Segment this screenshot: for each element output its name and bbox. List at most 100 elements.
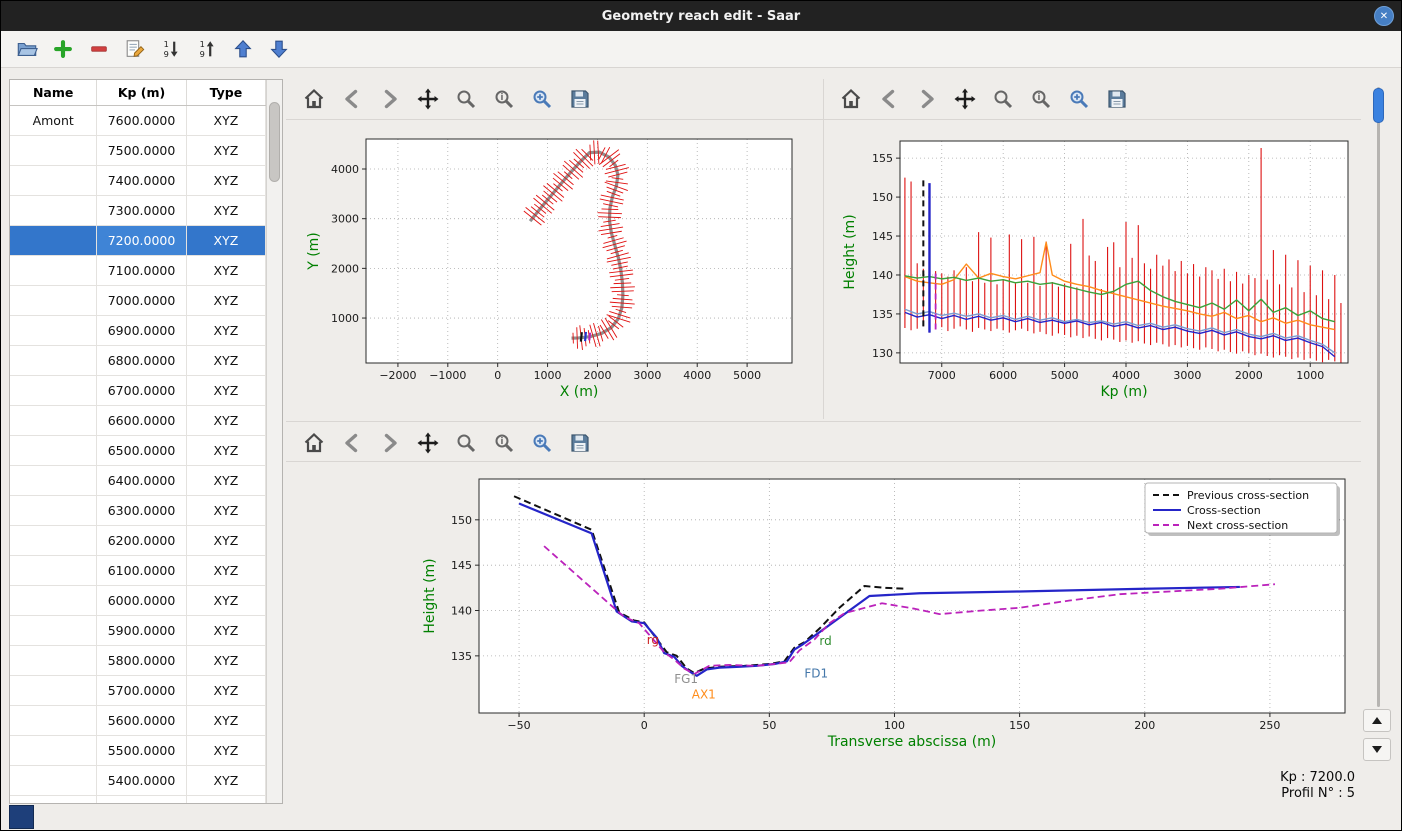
table-scrollbar-thumb[interactable] — [269, 102, 280, 182]
open-file-button[interactable] — [13, 36, 40, 63]
forward-icon — [921, 89, 934, 109]
zoom-plus-button[interactable] — [527, 84, 557, 114]
table-row[interactable]: 6300.0000 XYZ — [10, 496, 267, 526]
table-row[interactable]: 5600.0000 XYZ — [10, 706, 267, 736]
table-row[interactable]: 6400.0000 XYZ — [10, 466, 267, 496]
save-button[interactable] — [565, 84, 595, 114]
table-row[interactable]: 6000.0000 XYZ — [10, 586, 267, 616]
plan-view-canvas[interactable]: −2000 −1000 0 1000 2000 3000 4000 5000 1000 2000 3… — [286, 121, 822, 419]
move-down-button[interactable] — [265, 36, 292, 63]
svg-text:1: 1 — [199, 39, 204, 49]
back-button[interactable] — [874, 84, 904, 114]
column-header-type[interactable]: Type — [187, 80, 267, 105]
profile-position-slider[interactable] — [1373, 87, 1384, 707]
column-header-kp[interactable]: Kp (m) — [97, 80, 187, 105]
zoom-button[interactable] — [451, 84, 481, 114]
title-bar: Geometry reach edit - Saar ✕ — [1, 1, 1401, 31]
cell-type: XYZ — [187, 496, 267, 525]
svg-text:2000: 2000 — [331, 262, 359, 275]
slider-handle[interactable] — [1373, 88, 1384, 123]
cell-name — [10, 706, 98, 735]
pan-button[interactable] — [413, 428, 443, 458]
table-row[interactable]: 6700.0000 XYZ — [10, 376, 267, 406]
zoom-info-button[interactable]: i — [1026, 84, 1056, 114]
svg-text:4000: 4000 — [331, 163, 359, 176]
add-cross-section-button[interactable] — [49, 36, 76, 63]
save-button[interactable] — [565, 428, 595, 458]
zoom-info-button[interactable]: i — [489, 428, 519, 458]
table-row[interactable]: 6900.0000 XYZ — [10, 316, 267, 346]
cell-kp: 7500.0000 — [97, 136, 187, 165]
back-button[interactable] — [337, 84, 367, 114]
cell-name — [10, 736, 98, 765]
table-row[interactable]: 6500.0000 XYZ — [10, 436, 267, 466]
cell-kp: 6200.0000 — [97, 526, 187, 555]
close-button[interactable]: ✕ — [1374, 6, 1394, 26]
home-button[interactable] — [299, 428, 329, 458]
cell-kp: 7600.0000 — [97, 106, 187, 135]
previous-profile-button[interactable] — [1363, 709, 1391, 732]
zoom-info-button[interactable]: i — [489, 84, 519, 114]
svg-text:i: i — [1038, 93, 1041, 103]
cell-kp: 6500.0000 — [97, 436, 187, 465]
cross-section — [518, 502, 1240, 677]
zoom-button[interactable] — [451, 428, 481, 458]
longitudinal-profile-canvas[interactable]: 7000 6000 5000 4000 3000 2000 1000 130 135 140 145… — [824, 121, 1360, 419]
svg-text:155: 155 — [872, 152, 893, 165]
table-row[interactable]: 5800.0000 XYZ — [10, 646, 267, 676]
forward-icon — [384, 433, 397, 453]
cell-kp: 5700.0000 — [97, 676, 187, 705]
home-icon — [304, 88, 324, 109]
table-row[interactable]: 5700.0000 XYZ — [10, 676, 267, 706]
table-row[interactable]: 6600.0000 XYZ — [10, 406, 267, 436]
zoom-plus-button[interactable] — [1064, 84, 1094, 114]
table-row[interactable]: 6200.0000 XYZ — [10, 526, 267, 556]
zoom-icon — [457, 90, 476, 109]
table-row[interactable]: 7200.0000 XYZ — [10, 226, 267, 256]
home-button[interactable] — [299, 84, 329, 114]
table-row[interactable]: 6800.0000 XYZ — [10, 346, 267, 376]
table-row[interactable]: 7400.0000 XYZ — [10, 166, 267, 196]
table-row[interactable]: 5500.0000 XYZ — [10, 736, 267, 766]
svg-text:Cross-section: Cross-section — [1187, 504, 1261, 517]
zoom-button[interactable] — [988, 84, 1018, 114]
save-button[interactable] — [1102, 84, 1132, 114]
forward-button[interactable] — [375, 428, 405, 458]
table-row[interactable]: 7300.0000 XYZ — [10, 196, 267, 226]
table-scrollbar[interactable] — [266, 80, 282, 803]
back-button[interactable] — [337, 428, 367, 458]
cell-kp: 5800.0000 — [97, 646, 187, 675]
pan-button[interactable] — [413, 84, 443, 114]
table-row[interactable]: 7100.0000 XYZ — [10, 256, 267, 286]
table-row[interactable]: 7000.0000 XYZ — [10, 286, 267, 316]
pan-button[interactable] — [950, 84, 980, 114]
svg-text:Previous cross-section: Previous cross-section — [1187, 489, 1309, 502]
home-button[interactable] — [836, 84, 866, 114]
cell-name — [10, 526, 98, 555]
move-up-button[interactable] — [229, 36, 256, 63]
annotation-AX1: AX1 — [692, 687, 716, 701]
forward-button[interactable] — [912, 84, 942, 114]
svg-text:3000: 3000 — [633, 369, 661, 382]
zoom-info-icon: i — [495, 90, 514, 109]
zoom-plus-button[interactable] — [527, 428, 557, 458]
next-profile-button[interactable] — [1363, 738, 1391, 761]
cell-kp: 6400.0000 — [97, 466, 187, 495]
table-row[interactable]: Amont 7600.0000 XYZ — [10, 106, 267, 136]
forward-button[interactable] — [375, 84, 405, 114]
table-row[interactable]: 6100.0000 XYZ — [10, 556, 267, 586]
table-row[interactable]: 5400.0000 XYZ — [10, 766, 267, 796]
column-header-name[interactable]: Name — [10, 80, 98, 105]
arrow-down-icon — [1372, 746, 1382, 753]
svg-text:50: 50 — [762, 719, 776, 732]
table-row[interactable]: 7500.0000 XYZ — [10, 136, 267, 166]
remove-cross-section-button[interactable] — [85, 36, 112, 63]
svg-text:130: 130 — [872, 347, 893, 360]
table-row[interactable]: 5900.0000 XYZ — [10, 616, 267, 646]
edit-cross-section-button[interactable] — [121, 36, 148, 63]
